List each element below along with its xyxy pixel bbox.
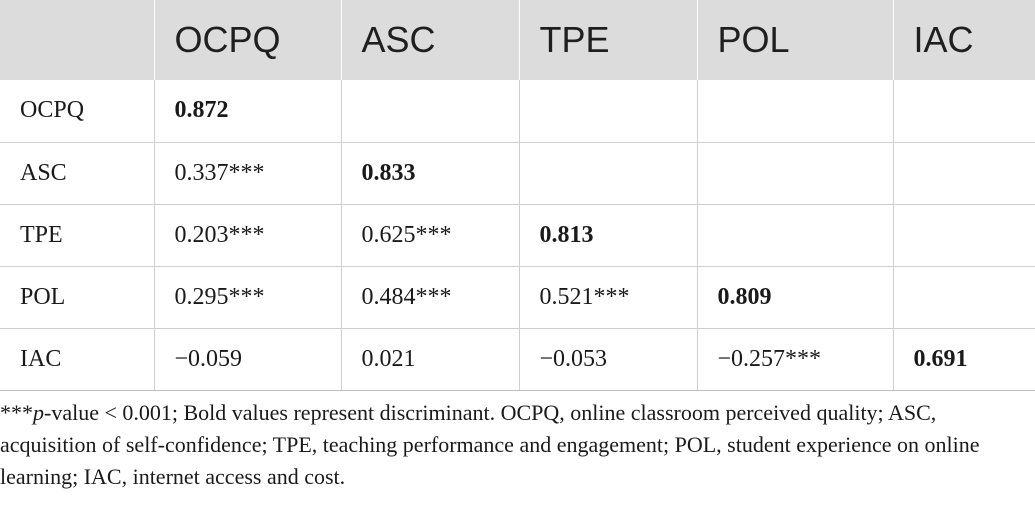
header-cell-corner bbox=[0, 0, 154, 80]
table-cell: 0.813 bbox=[518, 204, 697, 267]
table-cell: 0.625*** bbox=[340, 204, 519, 267]
table-row: OCPQ 0.872 bbox=[0, 80, 1035, 143]
table-cell: 0.833 bbox=[340, 142, 519, 205]
table-row: TPE 0.203*** 0.625*** 0.813 bbox=[0, 204, 1035, 267]
table-cell: 0.521*** bbox=[518, 266, 697, 329]
header-row: OCPQ ASC TPE POL IAC bbox=[0, 0, 1035, 80]
table-row: ASC 0.337*** 0.833 bbox=[0, 142, 1035, 205]
correlation-table: OCPQ ASC TPE POL IAC OCPQ 0.872 ASC 0.33… bbox=[0, 0, 1035, 391]
table-cell bbox=[892, 204, 1035, 267]
footnote-stars: *** bbox=[0, 400, 33, 425]
header-cell-asc: ASC bbox=[340, 0, 519, 80]
table-body: OCPQ 0.872 ASC 0.337*** 0.833 TPE 0.203*… bbox=[0, 80, 1035, 391]
table-cell: −0.053 bbox=[518, 328, 697, 391]
table-footnote: ***p-value < 0.001; Bold values represen… bbox=[0, 397, 1030, 493]
table-row: POL 0.295*** 0.484*** 0.521*** 0.809 bbox=[0, 266, 1035, 329]
table-cell bbox=[696, 204, 893, 267]
table-cell: 0.484*** bbox=[340, 266, 519, 329]
table-cell bbox=[892, 142, 1035, 205]
table-row: IAC −0.059 0.021 −0.053 −0.257*** 0.691 bbox=[0, 328, 1035, 391]
table-cell: 0.691 bbox=[892, 328, 1035, 391]
header-cell-pol: POL bbox=[696, 0, 893, 80]
table-cell bbox=[696, 142, 893, 205]
row-label: TPE bbox=[0, 204, 154, 267]
table-cell: −0.059 bbox=[153, 328, 341, 391]
header-cell-iac: IAC bbox=[892, 0, 1035, 80]
table-cell bbox=[518, 80, 697, 143]
table-cell bbox=[892, 266, 1035, 329]
table-cell: 0.021 bbox=[340, 328, 519, 391]
table-header: OCPQ ASC TPE POL IAC bbox=[0, 0, 1035, 80]
row-label: POL bbox=[0, 266, 154, 329]
row-label: OCPQ bbox=[0, 80, 154, 143]
header-cell-tpe: TPE bbox=[518, 0, 697, 80]
table-cell bbox=[518, 142, 697, 205]
footnote-text: -value < 0.001; Bold values represent di… bbox=[0, 400, 980, 489]
table-cell bbox=[340, 80, 519, 143]
table-cell: −0.257*** bbox=[696, 328, 893, 391]
table-cell: 0.295*** bbox=[153, 266, 341, 329]
table-cell: 0.337*** bbox=[153, 142, 341, 205]
table-cell bbox=[892, 80, 1035, 143]
row-label: ASC bbox=[0, 142, 154, 205]
table-cell: 0.809 bbox=[696, 266, 893, 329]
footnote-p-label: p bbox=[33, 400, 44, 425]
table-cell: 0.872 bbox=[153, 80, 341, 143]
header-cell-ocpq: OCPQ bbox=[153, 0, 341, 80]
table-cell bbox=[696, 80, 893, 143]
table-cell: 0.203*** bbox=[153, 204, 341, 267]
row-label: IAC bbox=[0, 328, 154, 391]
